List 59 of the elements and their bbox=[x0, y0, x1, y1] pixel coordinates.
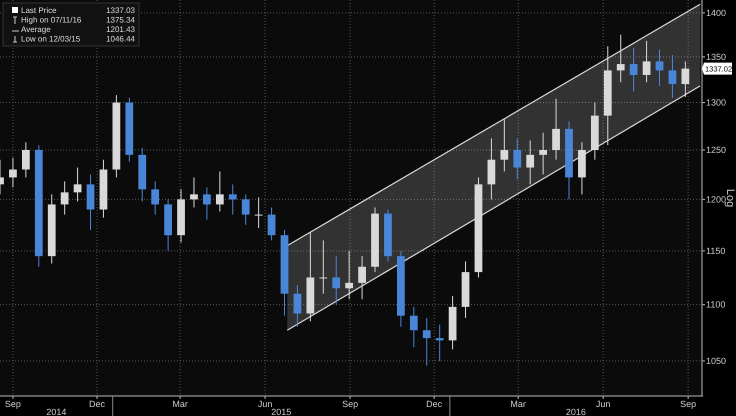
y-tick-label: 1300 bbox=[706, 98, 726, 108]
x-tick-label: Sep bbox=[342, 399, 358, 409]
candlestick bbox=[539, 132, 548, 175]
candlestick bbox=[500, 118, 508, 172]
candlestick bbox=[228, 184, 237, 216]
x-tick-label: Jun bbox=[258, 399, 272, 409]
candlestick bbox=[552, 98, 560, 160]
candlestick bbox=[60, 180, 69, 216]
annotation: 1201.43 bbox=[106, 25, 136, 34]
x-tick-label: Mar bbox=[510, 399, 526, 409]
candlestick bbox=[22, 142, 30, 178]
candlestick bbox=[268, 206, 276, 241]
candlestick bbox=[190, 176, 198, 208]
candlestick bbox=[345, 250, 354, 300]
y-tick-label: 1250 bbox=[706, 145, 726, 155]
candlestick bbox=[203, 186, 211, 220]
y-tick-label: 1050 bbox=[706, 356, 726, 366]
candlestick bbox=[436, 324, 444, 362]
text: 2015 bbox=[271, 407, 292, 416]
annotation: Low on 12/03/15 bbox=[21, 34, 81, 44]
y-tick-label: 1150 bbox=[706, 246, 726, 256]
annotation: 1375.34 bbox=[106, 16, 136, 24]
candlestick bbox=[294, 284, 302, 328]
candlestick bbox=[422, 317, 431, 366]
candlestick bbox=[216, 170, 224, 212]
text: 2016 bbox=[566, 407, 586, 416]
candlestick bbox=[642, 40, 650, 83]
annotation: Average bbox=[21, 25, 52, 34]
candlestick bbox=[151, 180, 160, 216]
x-tick-label: Mar bbox=[172, 399, 188, 409]
x-tick-label: Dec bbox=[88, 399, 106, 409]
candlestick bbox=[319, 240, 328, 294]
candlestick bbox=[410, 306, 418, 348]
y-tick-label: 1400 bbox=[706, 8, 726, 18]
candlestick bbox=[656, 49, 664, 86]
y-tick-label: 1200 bbox=[706, 194, 726, 204]
candlestick bbox=[668, 54, 676, 98]
x-tick-label: Dec bbox=[426, 399, 443, 409]
candlestick bbox=[630, 47, 638, 92]
annotation: Last Price bbox=[21, 6, 58, 15]
candlestick bbox=[242, 194, 250, 226]
text: 2014 bbox=[46, 407, 66, 416]
x-tick-label: Sep bbox=[4, 399, 21, 409]
x-tick-label: Jun bbox=[596, 399, 610, 409]
annotation: 1046.44 bbox=[106, 34, 136, 44]
candlestick bbox=[358, 256, 366, 300]
candlestick bbox=[254, 196, 263, 228]
y-axis-title: Log bbox=[724, 188, 736, 208]
candlestick bbox=[513, 138, 522, 180]
y-tick-label: 1100 bbox=[706, 300, 726, 310]
candlestick bbox=[526, 140, 534, 185]
candlestick bbox=[9, 157, 17, 188]
x-tick-label: Sep bbox=[680, 399, 696, 409]
candlestick bbox=[332, 256, 340, 306]
y-tick-label: 1350 bbox=[706, 52, 726, 62]
candlestick bbox=[616, 34, 625, 83]
annotation: High on 07/11/16 bbox=[21, 16, 82, 24]
candlestick bbox=[74, 167, 82, 202]
annotation: 1337.03 bbox=[106, 6, 136, 15]
